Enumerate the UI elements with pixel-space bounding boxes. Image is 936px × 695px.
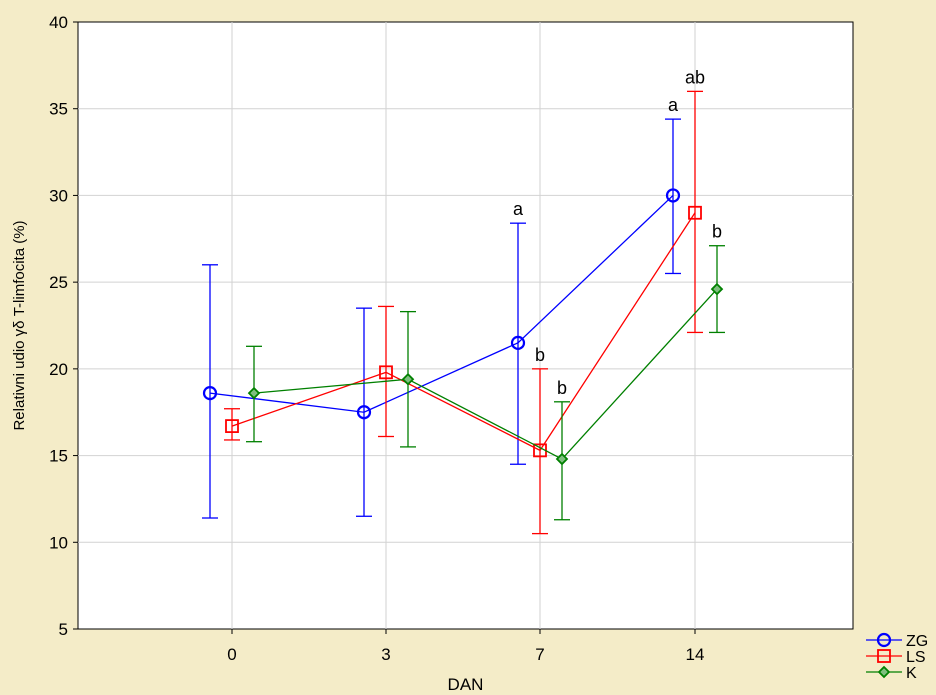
x-tick-label: 7 [535, 645, 544, 664]
x-tick-label: 3 [381, 645, 390, 664]
y-tick-label: 25 [49, 273, 68, 292]
series-line-k [253, 288, 718, 460]
data-point [225, 419, 239, 433]
data-point [710, 282, 724, 296]
x-tick-label: 0 [227, 645, 236, 664]
x-tick-label: 14 [686, 645, 705, 664]
data-point [379, 365, 393, 380]
x-axis: 0 3 7 14 [227, 629, 704, 664]
series-line-ls [231, 212, 696, 452]
y-tick-label: 30 [49, 186, 68, 205]
y-tick-label: 10 [49, 533, 68, 552]
plot-area [77, 21, 854, 630]
data-point [202, 386, 218, 401]
y-axis-title: Relativni udio γδ T-limfocita (%) [11, 220, 28, 430]
y-tick-label: 35 [49, 100, 68, 119]
x-axis-title: DAN [448, 675, 484, 694]
series-line-zg [209, 194, 674, 413]
data-point [356, 405, 372, 420]
legend-marker [876, 632, 892, 648]
significance-label: a [668, 95, 679, 115]
legend-item-zg: ZG [866, 632, 928, 650]
significance-label: b [557, 378, 567, 398]
data-point [555, 452, 569, 466]
legend-label: LS [906, 649, 926, 666]
series-zg: aa [202, 95, 681, 519]
series-ls: bab [224, 67, 705, 535]
y-tick-label: 20 [49, 360, 68, 379]
legend-marker [877, 665, 891, 679]
y-tick-label: 40 [49, 13, 68, 32]
series-k: bb [246, 222, 725, 521]
data-point [510, 335, 526, 350]
significance-label: a [513, 199, 524, 219]
data-point [401, 372, 415, 386]
data-point [247, 386, 261, 400]
significance-label: ab [685, 67, 705, 87]
legend-item-k: K [866, 665, 917, 682]
y-tick-label: 5 [59, 620, 68, 639]
significance-label: b [712, 222, 722, 242]
y-tick-label: 15 [49, 447, 68, 466]
data-point [665, 188, 681, 203]
grid [78, 22, 853, 629]
legend-label: ZG [906, 633, 928, 650]
legend-item-ls: LS [866, 649, 926, 666]
legend-label: K [906, 665, 917, 682]
y-axis: 5 10 15 20 25 30 35 40 [49, 13, 78, 639]
data-point [688, 205, 702, 220]
legend-marker [877, 649, 891, 663]
significance-label: b [535, 345, 545, 365]
